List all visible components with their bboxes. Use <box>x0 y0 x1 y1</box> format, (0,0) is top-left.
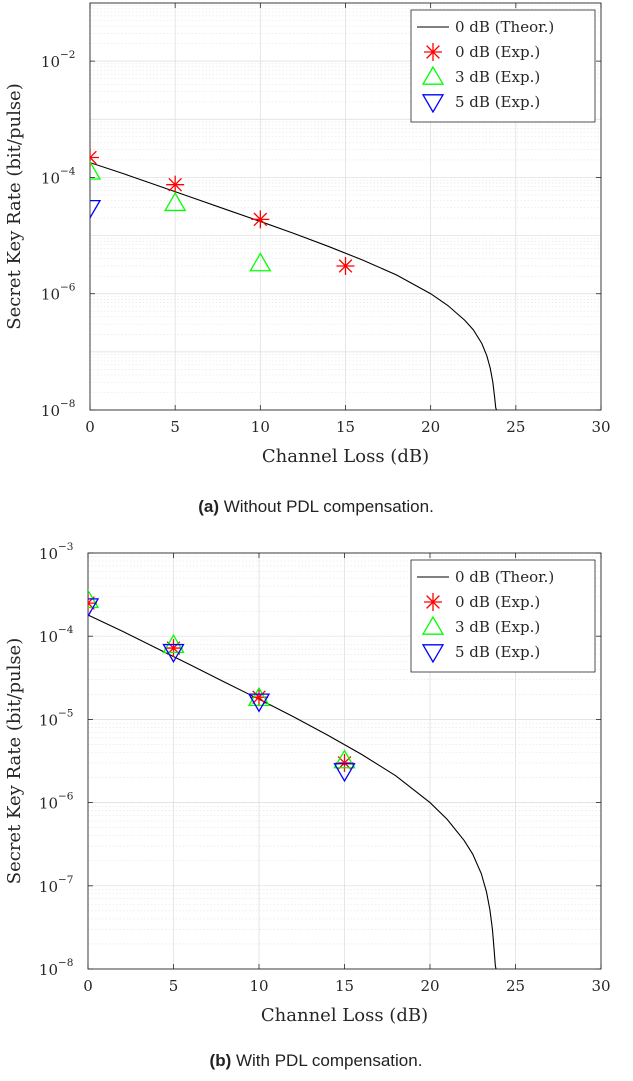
caption-a-text: Without PDL compensation. <box>219 497 434 516</box>
y-tick-label-exponent: −4 <box>60 165 76 177</box>
caption-b-label: (b) <box>210 1051 232 1070</box>
data-point <box>88 594 97 613</box>
y-tick-label-exponent: −8 <box>58 957 73 969</box>
y-tick-label: 10 <box>39 795 58 813</box>
legend-box <box>410 9 596 123</box>
y-tick-label: 10 <box>39 628 58 646</box>
legend-marker-swatch-stroke <box>426 45 440 59</box>
caption-b-text: With PDL compensation. <box>231 1051 422 1070</box>
series-3-markers <box>88 598 356 783</box>
caption-b: (b) With PDL compensation. <box>210 1051 423 1070</box>
data-point-stroke <box>90 156 97 165</box>
legend-marker-swatch <box>424 593 442 611</box>
y-tick-label: 10 <box>39 711 58 729</box>
data-point <box>88 598 100 618</box>
x-tick-label: 0 <box>85 418 95 436</box>
y-tick-label-exponent: −3 <box>58 541 73 553</box>
y-tick-label: 10 <box>39 961 58 979</box>
legend-entry-label: 5 dB (Exp.) <box>455 643 540 661</box>
legend: 0 dB (Theor.) 0 dB (Exp.) 3 dB (Exp.) 5 dB … <box>410 9 596 123</box>
x-tick-label: 20 <box>420 977 439 995</box>
series-line-theoretical <box>88 614 497 969</box>
data-point-stroke <box>90 150 97 159</box>
series-line-theoretical <box>90 162 497 410</box>
legend-entry-label: 3 dB (Exp.) <box>455 618 540 636</box>
x-tick-label: 30 <box>591 418 610 436</box>
x-tick-label: 20 <box>421 418 440 436</box>
caption-a: (a) Without PDL compensation. <box>198 497 434 516</box>
legend: 0 dB (Theor.) 0 dB (Exp.) 3 dB (Exp.) 5 dB … <box>410 559 596 673</box>
data-point <box>164 191 187 212</box>
data-point <box>247 693 271 713</box>
y-tick-label: 10 <box>41 53 60 71</box>
data-point <box>250 688 268 707</box>
legend-box <box>410 559 596 673</box>
y-axis-label: Secret Key Rate (bit/pulse) <box>4 638 25 884</box>
x-tick-label: 25 <box>506 977 525 995</box>
y-tick-label: 10 <box>39 545 58 563</box>
data-layer <box>88 589 497 969</box>
legend-entry-label: 0 dB (Exp.) <box>455 43 540 61</box>
data-point <box>333 749 356 769</box>
legend-entry-label: 0 dB (Theor.) <box>455 18 554 36</box>
data-point <box>90 148 99 167</box>
x-axis-label: Channel Loss (dB) <box>262 446 429 467</box>
y-tick-label-exponent: −8 <box>60 398 75 410</box>
caption-a-label: (a) <box>198 497 219 516</box>
y-tick-label: 10 <box>39 878 58 896</box>
y-tick-label-exponent: −6 <box>58 791 74 803</box>
x-tick-label: 10 <box>251 418 270 436</box>
data-point-stroke <box>252 690 266 704</box>
x-tick-label: 5 <box>169 977 179 995</box>
x-tick-label: 25 <box>506 418 525 436</box>
legend-marker-swatch <box>421 644 445 664</box>
data-layer <box>90 148 497 410</box>
legend-entry-label: 0 dB (Exp.) <box>455 593 540 611</box>
data-point <box>90 199 102 220</box>
data-point <box>251 210 270 229</box>
data-point <box>162 633 185 654</box>
data-point <box>249 252 272 272</box>
y-axis-label: Secret Key Rate (bit/pulse) <box>4 83 25 329</box>
legend-entry-label: 5 dB (Exp.) <box>455 93 540 111</box>
legend-marker-swatch <box>421 615 445 635</box>
x-tick-label: 0 <box>83 977 93 995</box>
data-point <box>247 686 271 707</box>
legend-entry-label: 3 dB (Exp.) <box>455 68 540 86</box>
data-point <box>90 160 102 180</box>
data-point-stroke <box>338 259 353 273</box>
x-axis-label: Channel Loss (dB) <box>261 1005 428 1026</box>
data-point <box>162 643 185 664</box>
series-1-markers <box>90 148 355 275</box>
series-3-markers <box>90 199 102 220</box>
x-tick-label: 15 <box>336 418 355 436</box>
y-tick-label-exponent: −7 <box>58 874 73 886</box>
data-point-stroke <box>168 177 182 192</box>
y-tick-label-exponent: −6 <box>60 282 76 294</box>
y-tick-label: 10 <box>41 286 60 304</box>
data-point <box>166 175 185 194</box>
data-point <box>164 639 183 658</box>
x-tick-label: 5 <box>170 418 180 436</box>
data-point-stroke <box>253 212 268 227</box>
y-tick-label-exponent: −5 <box>58 707 73 719</box>
legend-marker-swatch <box>424 43 442 61</box>
legend-entry-label: 0 dB (Theor.) <box>455 568 554 586</box>
x-tick-label: 15 <box>335 977 354 995</box>
legend-marker-swatch <box>421 94 445 114</box>
legend-marker-swatch-stroke <box>426 595 440 609</box>
data-point <box>333 763 356 783</box>
y-tick-label-exponent: −4 <box>58 624 74 636</box>
x-tick-label: 30 <box>591 977 610 995</box>
y-tick-label: 10 <box>41 169 60 187</box>
data-point <box>336 256 355 275</box>
series-2-markers <box>90 160 272 272</box>
y-tick-label-exponent: −2 <box>60 49 75 61</box>
legend-marker-swatch <box>421 65 445 85</box>
y-tick-label: 10 <box>41 402 60 420</box>
x-tick-label: 10 <box>249 977 268 995</box>
